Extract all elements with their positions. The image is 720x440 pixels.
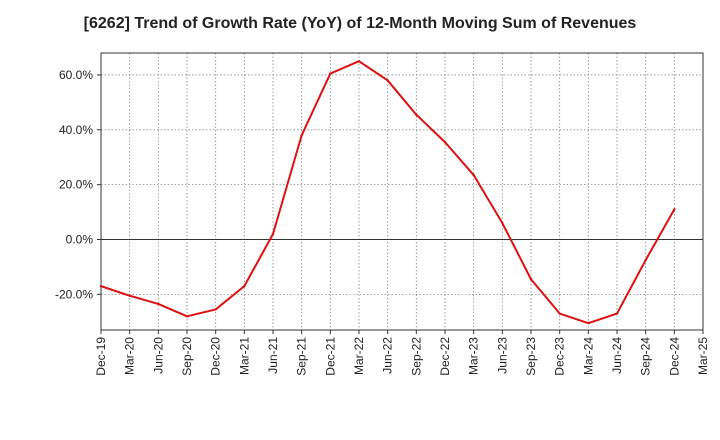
data-point [501,221,504,225]
data-point [185,315,189,318]
x-tick-label: Sep-20 [180,337,194,376]
x-tick-label: Mar-23 [467,337,481,375]
data-point [214,308,217,311]
data-point [386,79,389,82]
x-tick-label: Jun-23 [495,337,509,374]
y-tick-label: 0.0% [66,232,94,246]
x-tick-label: Sep-23 [524,337,538,376]
data-point [472,173,475,177]
data-point [587,321,590,325]
x-tick-label: Sep-21 [295,337,309,376]
x-tick-label: Mar-24 [581,337,595,375]
chart-title: [6262] Trend of Growth Rate (YoY) of 12-… [83,15,637,32]
data-point [157,302,160,306]
x-tick-label: Jun-22 [381,337,395,374]
x-tick-label: Sep-22 [409,337,423,376]
x-tick-label: Mar-20 [123,337,137,375]
y-tick-label: 60.0% [59,68,93,82]
x-tick-label: Dec-24 [667,337,681,376]
x-tick-label: Sep-24 [639,337,653,376]
data-point [99,284,103,288]
data-point [615,312,619,315]
x-tick-label: Dec-22 [438,337,452,376]
series-layer [99,60,676,325]
grid-layer [101,53,703,330]
y-axis-ticks: -20.0% 0.0% 20.0% 40.0% 60.0% [55,68,101,301]
data-point [329,72,332,75]
data-point [644,258,647,262]
x-tick-label: Dec-23 [553,337,567,376]
data-point [243,284,246,288]
x-axis-ticks: Dec-19 Mar-20 Jun-20 Sep-20 Dec-20 Mar-21 Jun-… [94,330,710,376]
series-line [100,60,676,325]
data-point [673,208,676,211]
x-tick-label: Dec-19 [94,337,108,376]
data-point [357,60,361,63]
data-point [300,134,303,137]
x-tick-label: Jun-24 [610,337,624,374]
x-tick-label: Jun-20 [151,337,165,374]
x-tick-label: Mar-25 [696,337,710,375]
data-point [443,140,447,144]
x-tick-label: Jun-21 [266,337,280,374]
data-point [558,312,561,315]
plot-area-frame [100,52,704,331]
data-point [128,294,131,297]
x-tick-label: Mar-22 [352,337,366,375]
y-tick-label: 40.0% [59,123,93,137]
data-point [271,232,275,236]
x-tick-label: Dec-20 [209,337,223,376]
y-tick-label: -20.0% [55,287,93,301]
data-point [529,278,533,281]
x-tick-label: Dec-21 [323,337,337,376]
x-tick-label: Mar-21 [237,337,251,375]
data-point [415,113,418,116]
y-tick-label: 20.0% [59,178,93,192]
